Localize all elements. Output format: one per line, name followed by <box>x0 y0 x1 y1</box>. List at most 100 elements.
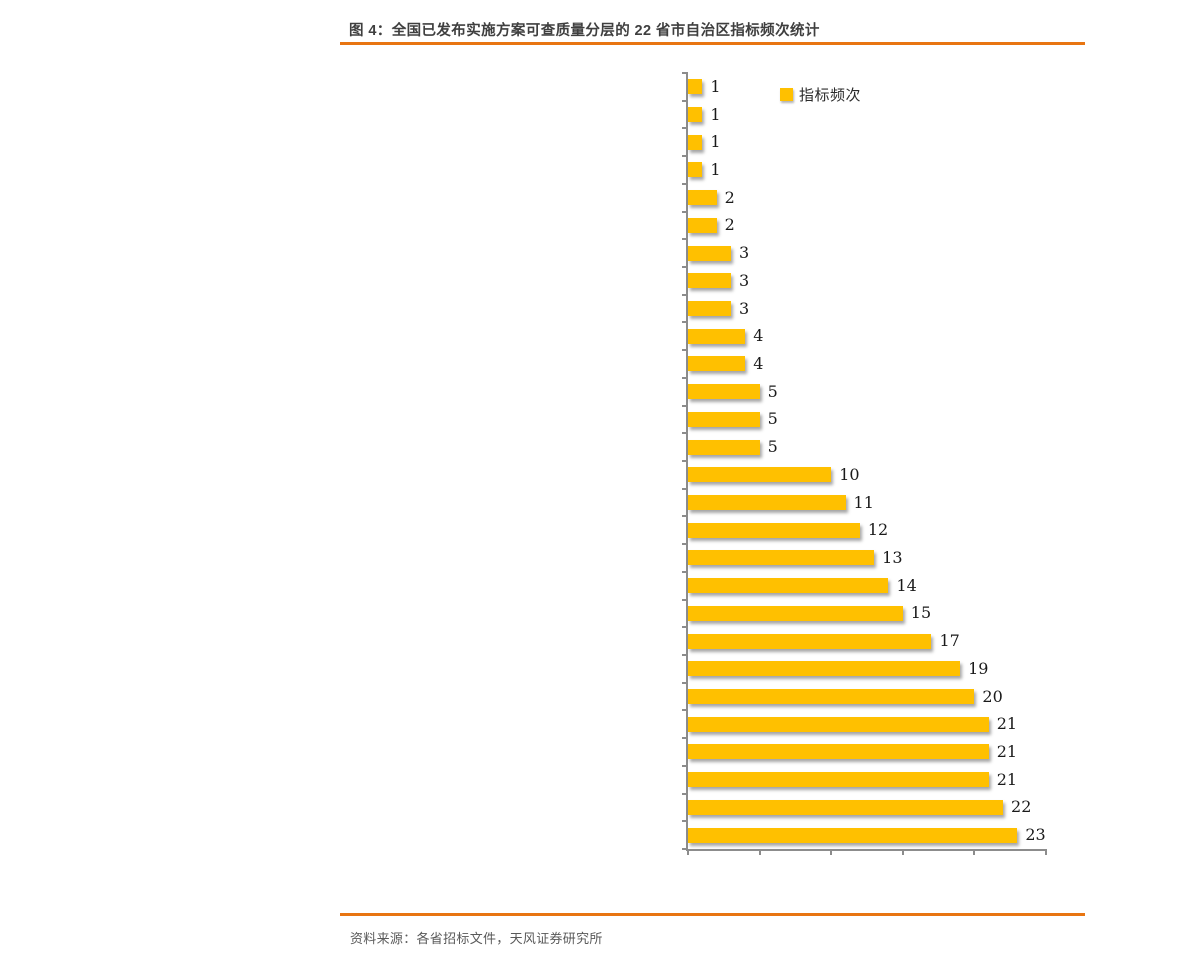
y-axis-tick <box>682 737 688 740</box>
bar-value-label: 5 <box>767 409 778 429</box>
bar-value-label: 19 <box>968 658 989 678</box>
bar-value-label: 15 <box>910 603 932 623</box>
bar-value-label: 10 <box>839 464 860 484</box>
bar <box>688 356 746 372</box>
y-axis-tick <box>682 681 688 684</box>
bar-row: 21 <box>688 738 1046 766</box>
bar-value-label: 21 <box>996 741 1018 761</box>
bar-row: 20 <box>688 683 1046 711</box>
y-axis-tick <box>682 654 688 656</box>
bar-row: 21 <box>688 766 1046 794</box>
bar-value-label: 21 <box>996 714 1018 734</box>
y-axis-tick <box>682 182 688 185</box>
bar-row: 3 <box>688 295 1046 323</box>
bar-row: 5 <box>688 378 1046 406</box>
bar-row: 5 <box>688 433 1046 461</box>
bar-value-label: 4 <box>753 326 764 346</box>
bar-row: 17 <box>688 627 1046 655</box>
plot-area: 指标频次 1 1 1 1 2 2 3 3 3 4 4 5 5 5 10 11 12 13 14 15 17 19 20 21 2… <box>682 72 1047 855</box>
bar <box>688 467 832 483</box>
bar-value-label: 5 <box>767 381 778 401</box>
y-axis-tick <box>682 487 688 490</box>
bar <box>688 162 703 178</box>
bar-value-label: 3 <box>738 298 750 318</box>
y-axis-tick <box>682 709 688 712</box>
chart-legend: 指标频次 <box>780 84 861 105</box>
y-axis-tick <box>682 72 688 74</box>
top-divider <box>340 42 1085 45</box>
y-axis-tick <box>682 238 688 241</box>
bar-value-label: 22 <box>1011 797 1032 817</box>
bar-value-label: 11 <box>853 492 874 512</box>
x-axis-tick <box>758 849 761 855</box>
y-axis-tick <box>682 764 688 767</box>
bar <box>688 273 731 289</box>
bar <box>688 522 860 538</box>
bar <box>688 328 746 344</box>
bar-row: 13 <box>688 544 1046 572</box>
bar-row: 21 <box>688 710 1046 738</box>
y-axis-tick <box>682 293 688 296</box>
y-axis-tick <box>682 515 688 518</box>
bar-value-label: 2 <box>724 187 735 207</box>
y-axis-tick <box>682 460 688 462</box>
x-axis-tick <box>973 849 976 855</box>
bar-value-label: 14 <box>896 575 917 595</box>
figure-title: 图 4：全国已发布实施方案可查质量分层的 22 省市自治区指标频次统计 <box>349 23 820 39</box>
y-axis-tick <box>682 321 688 324</box>
bar <box>688 301 731 317</box>
bar-value-label: 12 <box>867 520 889 540</box>
bar-row: 1 <box>688 101 1046 129</box>
y-axis-tick <box>682 404 688 407</box>
bar-row: 2 <box>688 212 1046 240</box>
bar-row: 11 <box>688 489 1046 517</box>
bar-row: 4 <box>688 350 1046 378</box>
bar <box>688 716 989 732</box>
bar <box>688 439 760 455</box>
bar-value-label: 17 <box>939 631 960 651</box>
bar-row: 4 <box>688 322 1046 350</box>
bar <box>688 384 760 400</box>
bar-value-label: 13 <box>882 547 903 567</box>
bar-row: 10 <box>688 461 1046 489</box>
y-axis-tick <box>682 543 688 546</box>
bar-value-label: 1 <box>710 76 721 96</box>
bar-row: 23 <box>688 821 1046 849</box>
bar <box>688 799 1004 815</box>
bar <box>688 190 717 206</box>
bar <box>688 744 989 760</box>
legend-swatch-icon <box>780 88 793 101</box>
y-axis-tick <box>682 266 688 268</box>
bar-row: 12 <box>688 516 1046 544</box>
y-axis-tick <box>682 626 688 629</box>
bar-value-label: 1 <box>710 104 721 124</box>
bar-value-label: 5 <box>767 437 778 457</box>
bar-row: 14 <box>688 572 1046 600</box>
bar-value-label: 20 <box>982 686 1003 706</box>
y-axis-tick <box>682 376 688 379</box>
x-axis-tick <box>830 849 833 855</box>
bar-row: 1 <box>688 128 1046 156</box>
bar <box>688 633 932 649</box>
bar-value-label: 3 <box>738 243 750 263</box>
bar <box>688 661 961 677</box>
bar <box>688 79 703 95</box>
bar-row: 1 <box>688 156 1046 184</box>
bar-value-label: 23 <box>1025 825 1046 845</box>
bar-row: 3 <box>688 267 1046 295</box>
y-axis-tick <box>682 598 688 601</box>
y-axis-tick <box>682 820 688 823</box>
bar-value-label: 21 <box>996 769 1018 789</box>
y-axis-tick <box>682 432 688 435</box>
bar-value-label: 1 <box>710 159 721 179</box>
x-axis-tick <box>901 849 904 855</box>
y-axis-tick <box>682 848 688 850</box>
bar <box>688 495 846 511</box>
bar <box>688 827 1018 843</box>
bar-row: 1 <box>688 73 1046 101</box>
bar <box>688 245 731 261</box>
bar-row: 2 <box>688 184 1046 212</box>
bar-row: 3 <box>688 239 1046 267</box>
bar <box>688 772 989 788</box>
bar <box>688 411 760 427</box>
